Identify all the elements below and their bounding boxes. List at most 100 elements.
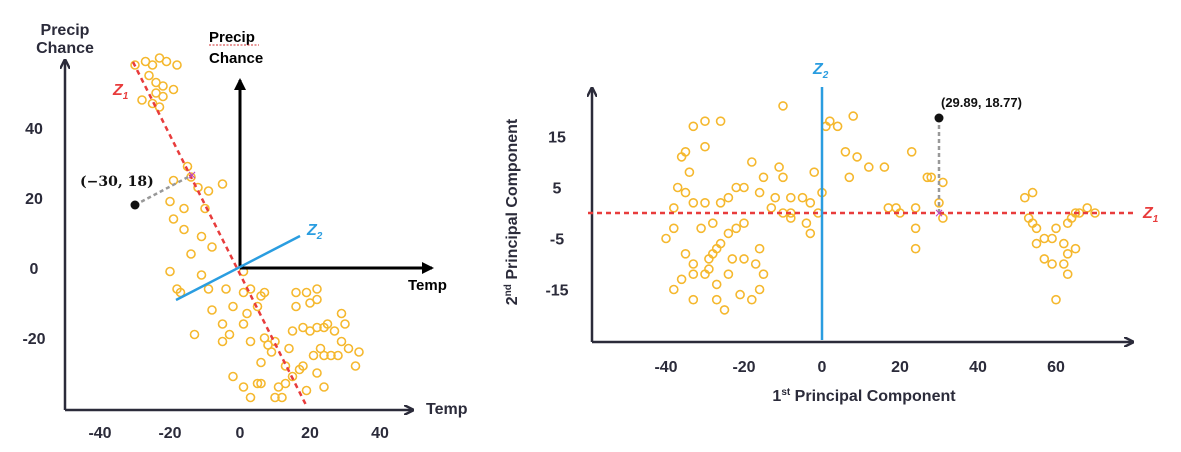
data-point (723, 192, 734, 203)
data-point (168, 84, 179, 95)
data-point (319, 382, 329, 392)
data-point (1062, 269, 1073, 280)
highlight-point (934, 113, 944, 123)
data-points (130, 53, 364, 403)
data-point (179, 224, 189, 235)
data-point (354, 347, 364, 357)
data-point (778, 172, 788, 183)
y-tick-label: 40 (25, 121, 43, 138)
data-point (1051, 223, 1061, 234)
data-point (844, 172, 855, 183)
data-point (217, 336, 228, 347)
data-point (147, 60, 158, 70)
x-tick-label: 60 (1047, 359, 1065, 376)
data-point (336, 308, 347, 319)
data-point (758, 269, 769, 280)
data-point (224, 329, 235, 340)
data-point (245, 336, 256, 347)
data-point (312, 294, 322, 305)
data-point (186, 249, 196, 259)
data-point (165, 196, 175, 207)
data-point (312, 284, 322, 294)
data-point (291, 301, 301, 312)
data-point (203, 186, 214, 196)
center-y-label-line2: Chance (209, 50, 263, 67)
data-point (312, 368, 322, 378)
data-point (863, 162, 874, 172)
data-point (731, 182, 742, 193)
data-point (723, 228, 734, 239)
data-point (785, 213, 796, 223)
data-point (910, 243, 921, 254)
data-point (221, 284, 231, 294)
data-point (883, 203, 894, 213)
x-tick-label: 40 (969, 359, 987, 376)
data-point (343, 343, 354, 354)
data-point (217, 179, 228, 189)
data-point (711, 279, 722, 290)
data-point (1062, 249, 1073, 259)
data-point (688, 198, 699, 208)
data-point (256, 357, 266, 368)
data-point (668, 223, 679, 234)
data-point (291, 287, 301, 298)
data-point (832, 121, 843, 132)
data-point (910, 223, 921, 234)
data-point (746, 294, 757, 305)
data-point (711, 294, 722, 305)
x-tick-labels: -40 -20 0 20 40 60 (654, 359, 1065, 376)
data-point (252, 378, 263, 389)
data-point (242, 308, 252, 319)
data-point (207, 242, 217, 252)
data-point (158, 81, 168, 91)
z2-label: Z2 (812, 61, 829, 81)
data-point (1047, 259, 1057, 269)
x-tick-label: 0 (236, 425, 245, 442)
data-point (676, 274, 687, 285)
data-point (926, 172, 937, 183)
data-point (165, 266, 175, 277)
z1-line (131, 61, 308, 406)
data-point (1027, 187, 1038, 198)
data-point (739, 182, 749, 193)
data-point (700, 141, 710, 152)
data-point (1039, 254, 1050, 264)
data-point (1047, 233, 1057, 244)
projection-marker: × (187, 168, 197, 182)
data-point (715, 198, 726, 208)
y-tick-label: -15 (545, 283, 568, 300)
data-point (688, 259, 699, 269)
data-point (910, 203, 921, 213)
data-point (684, 167, 695, 177)
data-point (158, 91, 168, 102)
data-point (1059, 259, 1069, 269)
data-point (676, 152, 687, 162)
data-point (1039, 233, 1050, 244)
data-point (270, 392, 280, 403)
data-point (707, 218, 718, 228)
data-point (217, 319, 228, 329)
data-point (305, 326, 315, 336)
data-point (287, 371, 298, 382)
data-point (758, 172, 769, 183)
data-point (668, 203, 679, 213)
highlight-point (130, 200, 140, 210)
data-point (207, 305, 217, 315)
data-point (168, 214, 179, 224)
principal-component-chart: 1st Principal Component 2nd Principal Co… (503, 61, 1159, 405)
data-point (284, 343, 294, 354)
data-point (805, 228, 816, 239)
x-tick-labels: -40 -20 0 20 40 (88, 425, 389, 442)
data-point (704, 254, 714, 264)
data-point (774, 162, 784, 172)
data-point (700, 198, 710, 208)
y-tick-label: 0 (30, 261, 39, 278)
data-point (137, 95, 147, 105)
data-point (1031, 223, 1042, 234)
data-point (661, 233, 671, 244)
data-point (801, 218, 812, 228)
data-point (200, 203, 210, 214)
data-point (778, 101, 788, 111)
z2-label: Z2 (306, 222, 323, 242)
